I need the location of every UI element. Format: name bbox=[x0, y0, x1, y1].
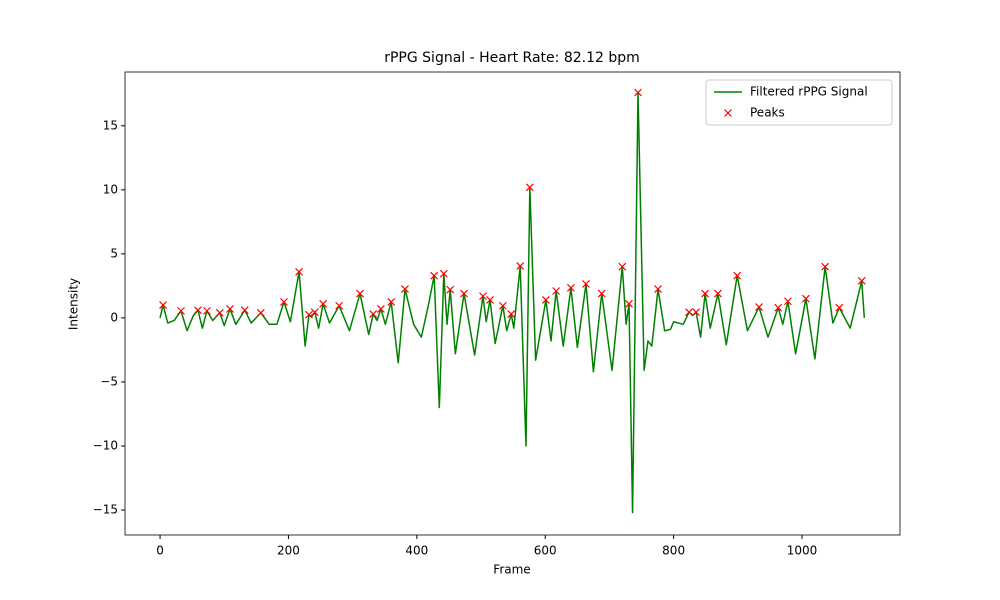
peak-marker bbox=[280, 297, 288, 306]
peak-marker bbox=[215, 308, 224, 317]
peak-marker bbox=[256, 308, 265, 317]
legend-box bbox=[705, 79, 893, 126]
peak-marker bbox=[625, 299, 633, 308]
peak-marker bbox=[618, 262, 627, 271]
peak-marker bbox=[552, 287, 561, 295]
y-tick-label: 15 bbox=[103, 118, 118, 132]
peak-marker bbox=[634, 88, 642, 97]
peak-marker bbox=[177, 306, 185, 315]
peak-marker bbox=[460, 289, 468, 298]
peak-marker bbox=[541, 296, 550, 304]
peak-marker bbox=[525, 183, 534, 192]
peak-marker bbox=[202, 306, 211, 315]
x-tick-label: 600 bbox=[534, 544, 557, 558]
legend-label: Filtered rPPG Signal bbox=[750, 85, 868, 99]
peak-marker bbox=[498, 301, 507, 310]
peak-marker bbox=[701, 289, 710, 298]
peak-marker bbox=[376, 305, 385, 313]
x-tick-label: 200 bbox=[277, 544, 300, 558]
peak-marker bbox=[369, 310, 378, 318]
peak-marker bbox=[310, 308, 319, 317]
peak-marker bbox=[387, 297, 396, 306]
legend-label: Peaks bbox=[750, 106, 785, 120]
peak-marker bbox=[801, 294, 810, 303]
x-tick-label: 1000 bbox=[787, 544, 818, 558]
y-tick-label: −15 bbox=[93, 503, 118, 517]
peak-marker bbox=[783, 297, 792, 306]
peak-marker bbox=[401, 285, 409, 294]
peak-marker bbox=[516, 262, 525, 270]
peak-marker bbox=[597, 289, 606, 298]
y-tick-label: 5 bbox=[110, 246, 118, 260]
peak-marker bbox=[486, 296, 494, 304]
peak-marker bbox=[755, 303, 763, 311]
peak-marker bbox=[821, 262, 830, 271]
peak-marker bbox=[295, 267, 303, 276]
peak-marker bbox=[582, 280, 590, 288]
peak-marker bbox=[774, 303, 783, 312]
peak-marker bbox=[335, 301, 344, 310]
peak-marker bbox=[194, 306, 202, 315]
y-tick-label: 10 bbox=[103, 182, 118, 196]
peak-marker bbox=[692, 308, 701, 317]
peak-marker bbox=[305, 310, 313, 319]
peak-marker bbox=[319, 299, 328, 308]
peak-marker bbox=[356, 289, 364, 298]
y-tick-label: −10 bbox=[93, 438, 118, 452]
y-tick-label: 0 bbox=[110, 310, 118, 324]
peak-marker bbox=[654, 285, 662, 294]
peak-marker bbox=[733, 271, 742, 280]
peak-marker bbox=[507, 310, 516, 318]
peak-marker bbox=[835, 303, 844, 312]
y-axis-label: Intensity bbox=[67, 278, 81, 330]
peak-marker bbox=[446, 285, 455, 294]
peak-marker bbox=[857, 276, 866, 285]
x-axis-label: Frame bbox=[493, 563, 530, 577]
x-tick-label: 800 bbox=[662, 544, 685, 558]
y-tick-label: −5 bbox=[100, 374, 118, 388]
x-tick-label: 400 bbox=[405, 544, 428, 558]
peak-marker bbox=[240, 306, 249, 315]
peak-marker bbox=[439, 269, 448, 278]
peak-marker bbox=[159, 301, 167, 310]
peak-marker bbox=[479, 292, 487, 301]
legend-swatch bbox=[724, 109, 732, 117]
plot-frame bbox=[124, 71, 901, 536]
signal-line bbox=[159, 91, 866, 514]
peak-marker bbox=[430, 271, 439, 280]
peak-marker bbox=[566, 283, 575, 292]
peak-marker bbox=[714, 289, 722, 298]
peak-marker bbox=[685, 308, 693, 317]
x-tick-label: 0 bbox=[156, 544, 164, 558]
chart-title: rPPG Signal - Heart Rate: 82.12 bpm bbox=[384, 50, 640, 66]
peak-marker bbox=[226, 305, 234, 313]
